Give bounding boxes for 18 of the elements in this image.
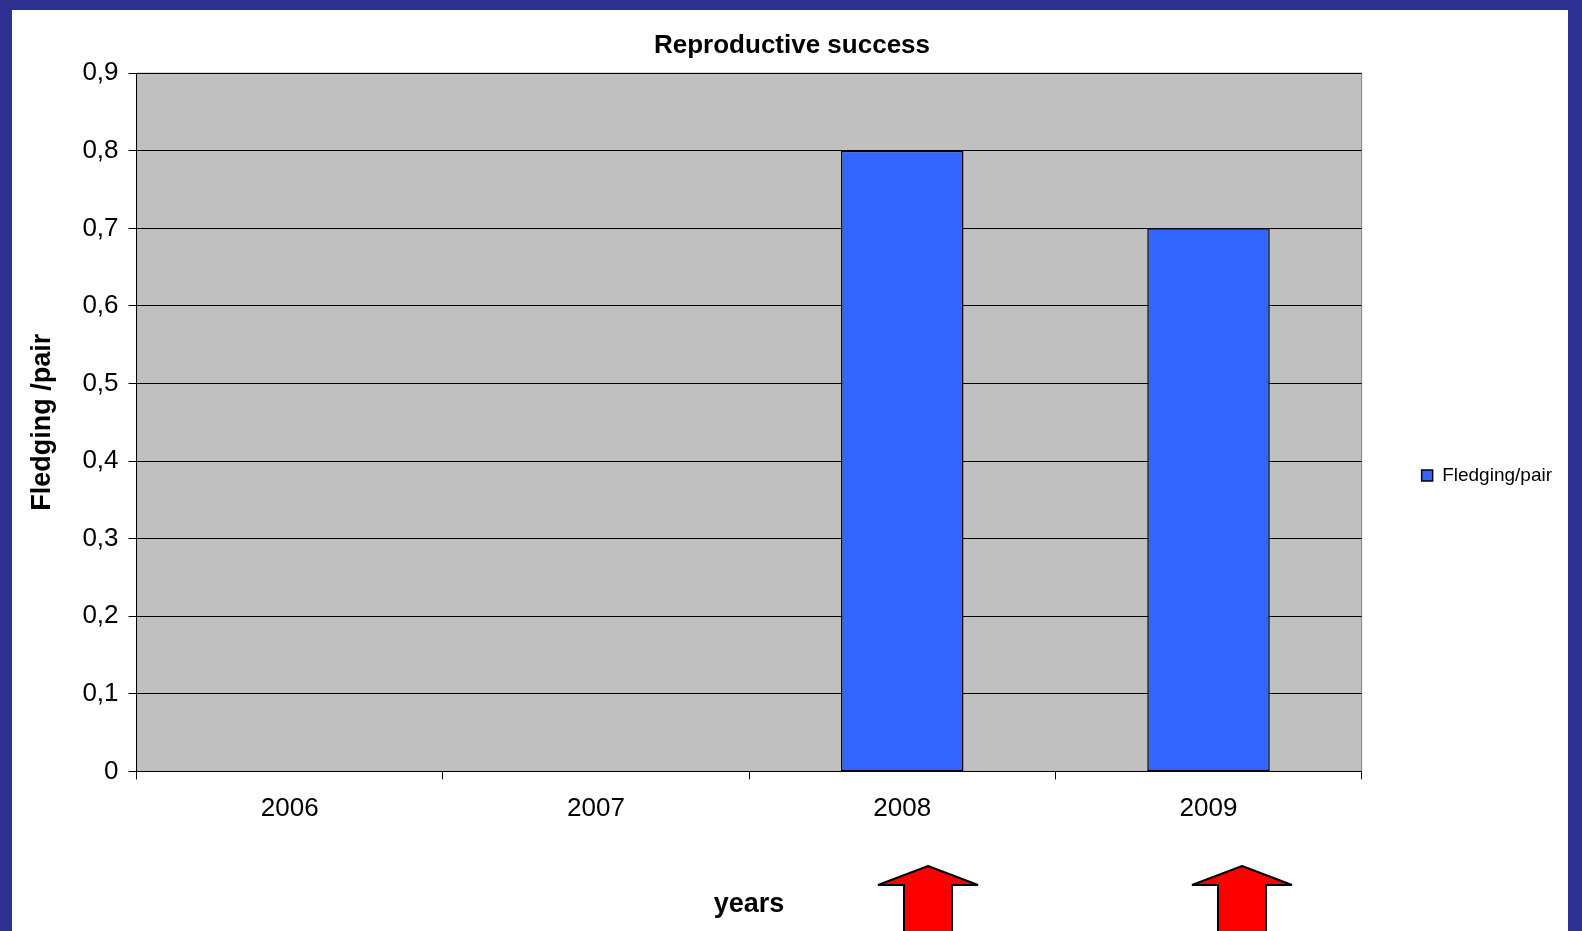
y-axis-title: Fledging /pair: [25, 333, 56, 511]
y-tick-label: 0,8: [82, 133, 119, 164]
y-tick-label: 0: [104, 754, 119, 785]
chart-title: Reproductive success: [653, 28, 931, 59]
x-axis-title: years: [713, 888, 785, 919]
y-tick-label: 0,2: [82, 599, 119, 630]
y-tick-label: 0,6: [82, 289, 119, 320]
y-tick-label: 0,3: [82, 521, 119, 552]
legend-label: Fledging/pair: [1442, 463, 1553, 485]
y-tick-label: 0,5: [82, 366, 119, 397]
x-tick-label: 2007: [567, 792, 625, 823]
x-tick-label: 2008: [873, 792, 932, 823]
x-tick-label: 2006: [260, 792, 319, 823]
y-tick-label: 0,9: [82, 56, 119, 87]
y-tick-label: 0,7: [82, 211, 119, 242]
y-tick-label: 0,1: [82, 676, 119, 707]
y-tick-label: 0,4: [82, 444, 119, 475]
x-tick-label: 2009: [1179, 792, 1238, 823]
